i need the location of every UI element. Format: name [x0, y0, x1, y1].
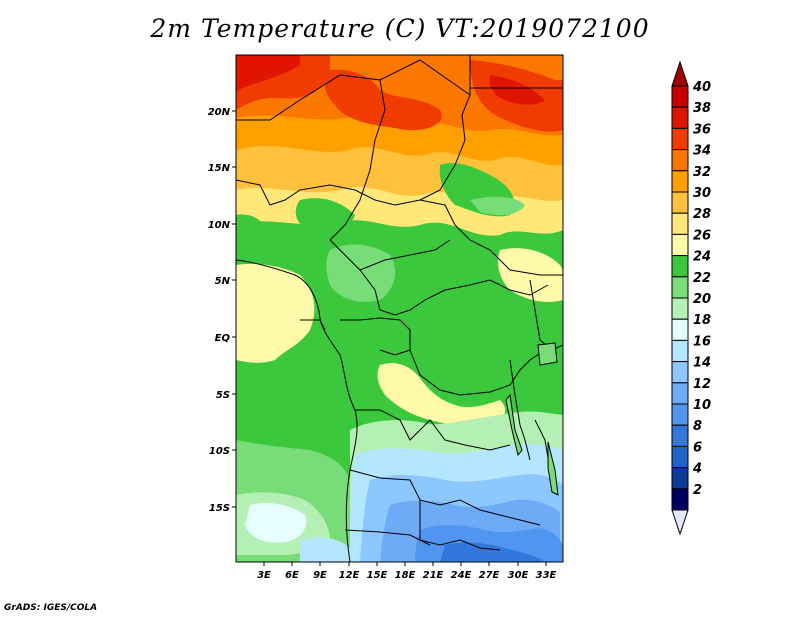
colorbar-box — [671, 85, 689, 108]
colorbar-label: 16 — [693, 334, 711, 349]
grads-credit: GrADS: IGES/COLA — [4, 603, 98, 613]
colorbar-box — [671, 149, 689, 172]
lon-label: 9E — [313, 570, 327, 581]
colorbar-label: 40 — [692, 80, 711, 95]
temperature-field — [236, 55, 563, 562]
colorbar-box — [671, 488, 689, 511]
chart-title: 2m Temperature (C) VT:2019072100 — [150, 14, 650, 43]
colorbar-label: 30 — [693, 186, 711, 201]
colorbar-label: 14 — [693, 356, 711, 371]
colorbar-box — [671, 212, 689, 235]
colorbar-label: 2 — [693, 483, 702, 498]
lon-label: 21E — [423, 570, 444, 581]
colorbar-box — [671, 255, 689, 278]
colorbar-label: 24 — [693, 250, 711, 265]
colorbar-label: 8 — [693, 419, 702, 434]
lon-label: 12E — [339, 570, 360, 581]
lat-axis: 20N 15N 10N 5N EQ 5S 10S 15S — [208, 107, 236, 514]
colorbar-box — [671, 297, 689, 320]
lat-label: 10N — [208, 220, 231, 231]
lat-label: 5N — [215, 276, 231, 287]
colorbar-label: 18 — [693, 313, 711, 328]
colorbar: 40 38 36 34 32 30 28 26 24 22 20 18 16 14 12 10 8 6 4 2 — [671, 60, 711, 536]
lakes — [505, 342, 559, 496]
colorbar-box — [671, 106, 689, 129]
colorbar-box — [671, 467, 689, 490]
colorbar-label: 38 — [693, 101, 711, 116]
colorbar-box — [671, 382, 689, 405]
colorbar-label: 28 — [693, 207, 711, 222]
colorbar-box — [671, 318, 689, 341]
colorbar-bottom-arrow — [671, 509, 689, 536]
lon-axis: 3E 6E 9E 12E 15E 18E 21E 24E 27E 30E 33E — [257, 562, 557, 581]
colorbar-box — [671, 403, 689, 426]
lat-label: 20N — [208, 107, 231, 118]
lon-label: 18E — [395, 570, 416, 581]
lat-label: EQ — [215, 333, 231, 344]
colorbar-label: 26 — [693, 228, 711, 243]
colorbar-label: 6 — [693, 440, 702, 455]
lon-label: 30E — [508, 570, 529, 581]
colorbar-label: 10 — [693, 398, 711, 413]
colorbar-box — [671, 445, 689, 469]
colorbar-box — [671, 424, 689, 447]
lon-label: 33E — [536, 570, 557, 581]
lon-label: 3E — [257, 570, 271, 581]
lon-label: 27E — [479, 570, 500, 581]
colorbar-box — [671, 339, 689, 363]
colorbar-box — [671, 170, 689, 193]
colorbar-box — [671, 276, 689, 299]
lon-label: 15E — [367, 570, 388, 581]
lat-label: 15N — [208, 163, 231, 174]
colorbar-box — [671, 361, 689, 384]
lon-label: 24E — [451, 570, 472, 581]
colorbar-label: 12 — [693, 377, 711, 392]
map-frame — [235, 54, 564, 563]
colorbar-box — [671, 127, 689, 151]
colorbar-label: 32 — [693, 165, 711, 180]
colorbar-label: 36 — [693, 122, 711, 137]
lat-label: 5S — [216, 390, 230, 401]
lat-label: 10S — [209, 446, 230, 457]
colorbar-box — [671, 233, 689, 257]
colorbar-label: 34 — [693, 144, 711, 159]
colorbar-label: 20 — [693, 292, 711, 307]
colorbar-label: 22 — [693, 271, 711, 286]
lon-label: 6E — [285, 570, 299, 581]
colorbar-box — [671, 191, 689, 214]
colorbar-top-arrow — [671, 60, 689, 87]
lat-label: 15S — [209, 503, 230, 514]
colorbar-label: 4 — [692, 462, 702, 477]
